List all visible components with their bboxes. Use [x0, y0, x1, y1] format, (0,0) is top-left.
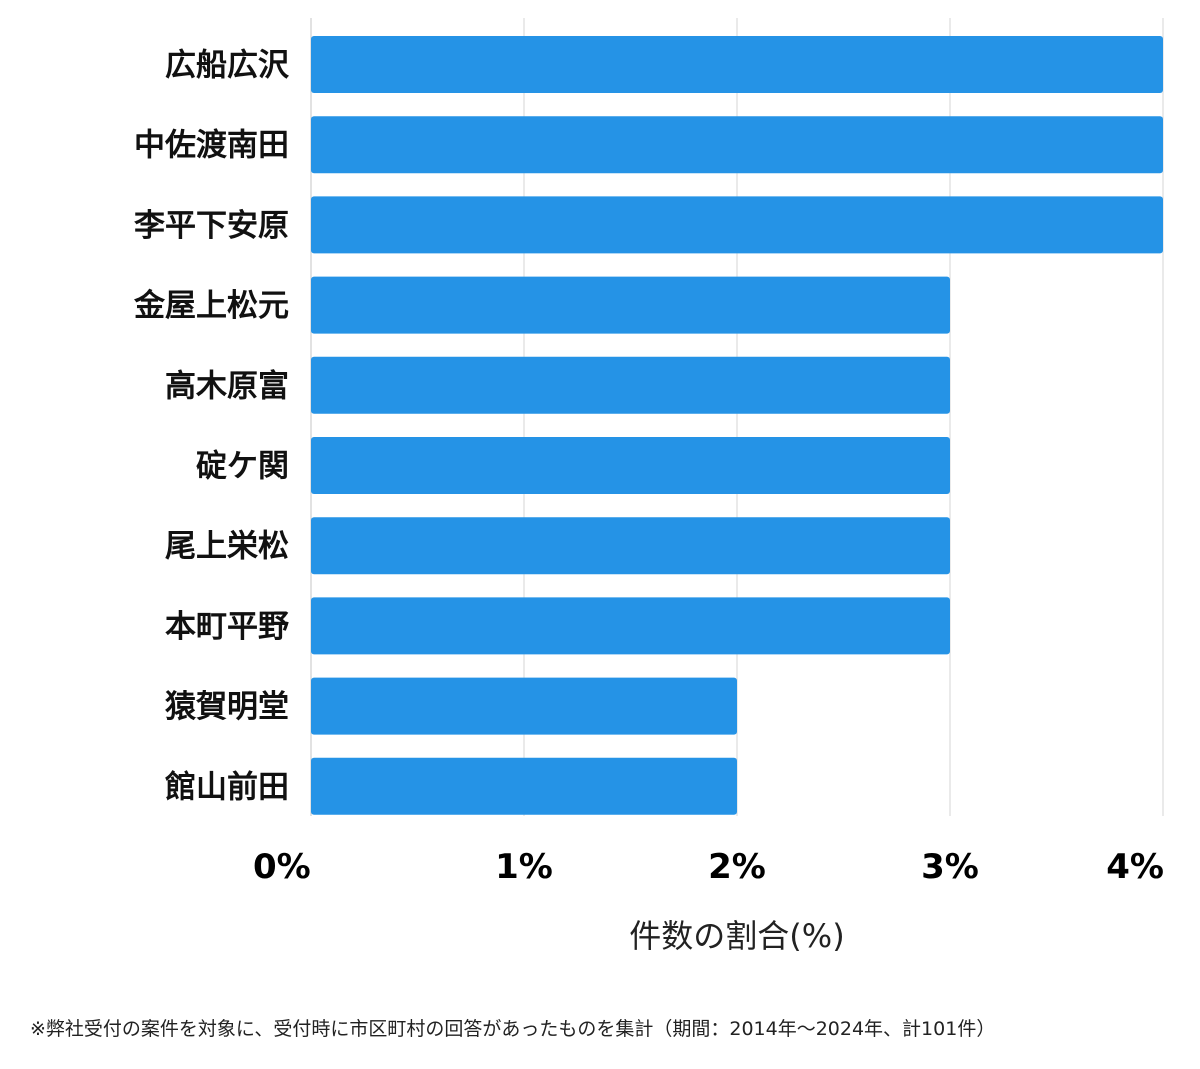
- bar: [311, 276, 950, 334]
- bar: [311, 517, 950, 575]
- bar: [311, 437, 950, 494]
- bar: [311, 196, 1163, 254]
- category-label: 中佐渡南田: [134, 128, 289, 164]
- bar-chart: 広船広沢中佐渡南田李平下安原金屋上松元高木原富碇ケ関尾上栄松本町平野猿賀明堂館山…: [133, 18, 1164, 955]
- x-tick-label: 1%: [495, 847, 553, 887]
- bar: [311, 116, 1163, 174]
- category-label: 広船広沢: [165, 48, 290, 84]
- x-tick-label: 2%: [708, 847, 766, 887]
- x-tick-label: 0%: [253, 847, 311, 887]
- x-tick-labels: 0% 1% 2% 3% 4%: [253, 847, 1164, 887]
- x-axis-title: 件数の割合(%): [629, 917, 844, 955]
- category-label: 猿賀明堂: [165, 689, 289, 725]
- bar: [311, 36, 1163, 93]
- footnote: ※弊社受付の案件を対象に、受付時に市区町村の回答があったものを集計（期間：201…: [30, 1018, 996, 1040]
- category-label: 尾上栄松: [165, 529, 289, 565]
- x-tick-label: 3%: [921, 847, 979, 887]
- category-labels: 広船広沢中佐渡南田李平下安原金屋上松元高木原富碇ケ関尾上栄松本町平野猿賀明堂館山…: [133, 48, 290, 806]
- category-label: 李平下安原: [134, 208, 289, 244]
- x-tick-label: 4%: [1106, 847, 1164, 887]
- bar: [311, 597, 950, 655]
- category-label: 館山前田: [165, 769, 289, 805]
- bars: [311, 36, 1163, 815]
- category-label: 碇ケ関: [196, 449, 289, 485]
- category-label: 金屋上松元: [133, 288, 289, 324]
- bar: [311, 356, 950, 414]
- category-label: 高木原富: [165, 368, 289, 404]
- bar: [311, 677, 737, 735]
- category-label: 本町平野: [165, 609, 289, 645]
- bar: [311, 757, 737, 815]
